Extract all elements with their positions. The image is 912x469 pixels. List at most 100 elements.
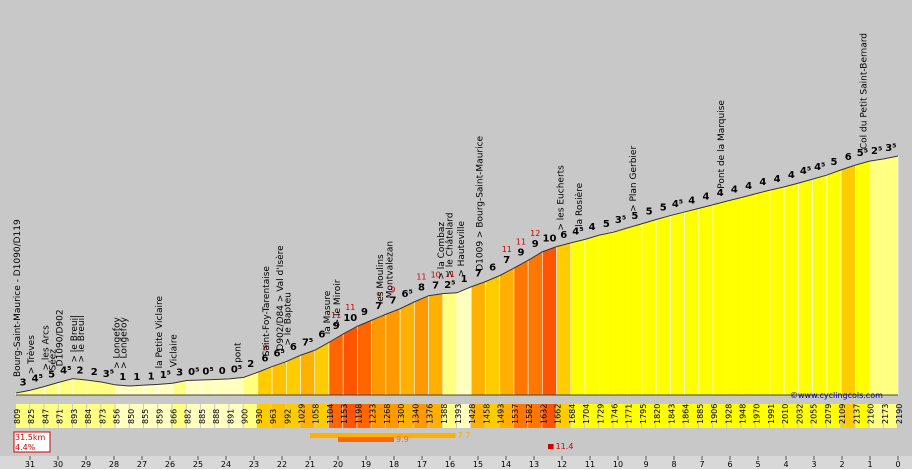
- profile-segment: [371, 313, 387, 396]
- gradient-label: 4: [759, 177, 766, 188]
- km-label: 14: [501, 460, 511, 469]
- gradient-label: 9: [518, 247, 525, 258]
- gradient-label: 4: [788, 170, 795, 181]
- gradient-label: 6: [290, 342, 297, 353]
- landmark-label: Montvalezan: [386, 241, 396, 298]
- altitude-cell: [542, 404, 556, 428]
- km-label: 28: [109, 460, 119, 469]
- altitude-label: 1104: [326, 404, 335, 424]
- altitude-cell: [44, 404, 58, 428]
- profile-segment: [428, 293, 444, 396]
- altitude-label: 1153: [340, 404, 349, 424]
- steep-bar: [548, 444, 554, 449]
- altitude-label: 1340: [411, 404, 420, 424]
- altitude-label: 825: [27, 409, 36, 424]
- profile-segment: [470, 281, 486, 396]
- profile-segment: [442, 292, 458, 396]
- profile-segment: [698, 204, 714, 396]
- altitude-label: 1029: [298, 404, 307, 424]
- altitude-label: 1970: [753, 404, 762, 424]
- profile-segment: [414, 295, 429, 396]
- profile-segment: [342, 325, 358, 396]
- altitude-label: 850: [127, 409, 136, 424]
- profile-segment: [798, 178, 813, 396]
- gradient-label: 1⁵: [160, 370, 171, 381]
- gradient-label: 4: [589, 222, 596, 233]
- altitude-cell: [243, 404, 257, 428]
- landmark-label: > les Eucherts: [556, 165, 566, 231]
- km-axis-bg: [0, 456, 912, 469]
- altitude-label: 1268: [383, 404, 392, 424]
- max-gradient-label: 11: [516, 237, 526, 246]
- profile-segment: [755, 189, 771, 396]
- altitude-cell: [855, 404, 869, 428]
- km-label: 17: [417, 460, 427, 469]
- credit-text: ©www.cyclingcols.com: [790, 391, 883, 400]
- altitude-cell: [641, 404, 656, 428]
- altitude-cell: [627, 404, 641, 428]
- profile-segment: [855, 160, 870, 396]
- gradient-label: 2: [77, 366, 84, 377]
- altitude-label: 859: [155, 409, 164, 424]
- altitude-cell: [172, 404, 186, 428]
- profile-segment: [513, 259, 529, 396]
- altitude-cell: [798, 404, 812, 428]
- gradient-label: 7⁵: [302, 337, 313, 348]
- altitude-label: 2173: [881, 404, 890, 424]
- altitude-cell: [101, 404, 115, 428]
- max-gradient-label: 11: [416, 273, 426, 282]
- altitude-cell: [343, 404, 357, 428]
- km-label: 2: [839, 460, 844, 469]
- profile-segment: [456, 286, 472, 396]
- altitude-cell: [812, 404, 826, 428]
- gradient-label: 3: [20, 377, 27, 388]
- altitude-label: 930: [255, 409, 264, 424]
- gradient-label: 9: [333, 321, 340, 332]
- altitude-label: 2190: [895, 404, 904, 424]
- km-label: 12: [557, 460, 567, 469]
- gradient-label: 9: [361, 307, 368, 318]
- altitude-cell: [328, 404, 343, 428]
- km-label: 11: [585, 460, 595, 469]
- altitude-label: 1991: [767, 404, 776, 424]
- landmark-label: la Masure: [323, 290, 333, 334]
- gradient-label: 7: [475, 269, 482, 280]
- gradient-label: 3⁵: [103, 369, 114, 380]
- altitude-label: 1632: [539, 404, 548, 424]
- gradient-label: 10: [343, 313, 357, 324]
- steep-value: 7.7: [458, 431, 471, 440]
- profile-segment: [883, 155, 899, 396]
- altitude-label: 1458: [482, 404, 491, 424]
- altitude-label: 992: [283, 409, 292, 424]
- km-label: 4: [783, 460, 788, 469]
- profile-segment: [741, 193, 757, 396]
- km-label: 18: [389, 460, 399, 469]
- altitude-cell: [684, 404, 698, 428]
- gradient-label: 3: [176, 367, 183, 378]
- profile-segment: [314, 341, 330, 396]
- altitude-cell: [613, 404, 627, 428]
- altitude-label: 873: [98, 409, 107, 424]
- altitude-label: 1537: [511, 404, 520, 424]
- landmark-label: D1090/D902: [56, 309, 66, 366]
- profile-segment: [542, 246, 557, 396]
- altitude-cell: [670, 404, 684, 428]
- altitude-cell: [300, 404, 314, 428]
- altitude-cell: [457, 404, 471, 428]
- profile-segment: [726, 197, 742, 396]
- landmark-label: D902/D84 > Val d'Isère: [275, 245, 286, 351]
- altitude-cell: [428, 404, 442, 428]
- altitude-cell: [528, 404, 542, 428]
- altitude-label: 900: [241, 409, 250, 424]
- landmark-label: la Petite Viclaire: [155, 296, 165, 369]
- gradient-label: 4: [745, 181, 752, 192]
- gradient-label: 6: [560, 230, 567, 241]
- landmark-label: la Rosière: [574, 182, 585, 226]
- gradient-label: 4: [702, 192, 709, 203]
- altitude-cell: [869, 404, 883, 428]
- altitude-label: 2055: [810, 404, 819, 424]
- gradient-label: 2⁵: [444, 280, 455, 291]
- profile-segment: [584, 234, 600, 396]
- km-label: 25: [193, 460, 203, 469]
- gradient-label: 5: [603, 219, 610, 230]
